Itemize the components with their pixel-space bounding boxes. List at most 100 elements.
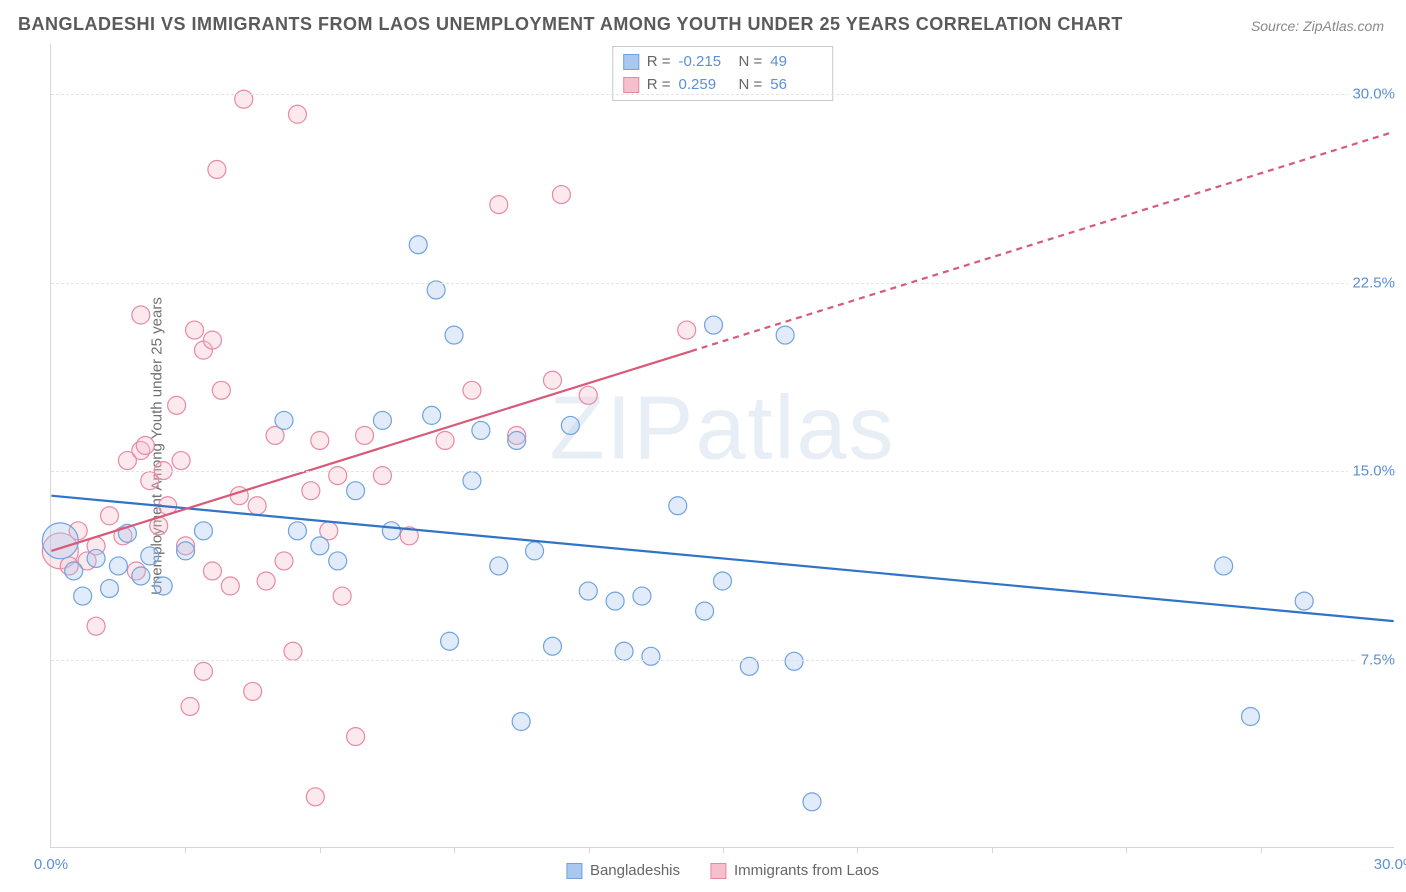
point-blue — [633, 587, 651, 605]
legend-label: Bangladeshis — [590, 862, 680, 879]
point-blue — [803, 793, 821, 811]
point-pink — [168, 396, 186, 414]
point-blue — [194, 522, 212, 540]
point-blue — [669, 497, 687, 515]
point-blue — [472, 421, 490, 439]
x-minor-tick — [992, 847, 993, 853]
point-pink — [87, 617, 105, 635]
trendline-blue — [51, 496, 1393, 621]
point-pink — [288, 105, 306, 123]
point-blue — [776, 326, 794, 344]
point-blue — [347, 482, 365, 500]
point-blue — [606, 592, 624, 610]
point-pink — [221, 577, 239, 595]
x-minor-tick — [589, 847, 590, 853]
point-pink — [678, 321, 696, 339]
point-pink — [101, 507, 119, 525]
point-blue — [109, 557, 127, 575]
point-blue — [526, 542, 544, 560]
point-pink — [186, 321, 204, 339]
point-blue — [177, 542, 195, 560]
x-tick-label: 0.0% — [34, 856, 68, 873]
point-pink — [356, 426, 374, 444]
gridline-h — [51, 94, 1394, 95]
point-pink — [543, 371, 561, 389]
point-blue — [65, 562, 83, 580]
point-pink — [373, 467, 391, 485]
point-blue — [329, 552, 347, 570]
chart-svg — [51, 44, 1394, 847]
y-tick-label: 7.5% — [1357, 651, 1399, 668]
x-minor-tick — [454, 847, 455, 853]
trendline-pink-dashed — [691, 132, 1393, 351]
point-blue — [561, 416, 579, 434]
x-minor-tick — [723, 847, 724, 853]
point-blue — [382, 522, 400, 540]
point-blue — [373, 411, 391, 429]
point-blue — [508, 431, 526, 449]
chart-title: BANGLADESHI VS IMMIGRANTS FROM LAOS UNEM… — [18, 14, 1123, 35]
point-blue — [288, 522, 306, 540]
point-blue — [87, 549, 105, 567]
point-blue — [42, 523, 78, 559]
point-blue — [579, 582, 597, 600]
point-pink — [257, 572, 275, 590]
point-pink — [136, 437, 154, 455]
legend-swatch — [710, 863, 726, 879]
point-pink — [333, 587, 351, 605]
point-blue — [615, 642, 633, 660]
point-pink — [552, 186, 570, 204]
point-blue — [463, 472, 481, 490]
point-pink — [306, 788, 324, 806]
point-blue — [1215, 557, 1233, 575]
point-blue — [785, 652, 803, 670]
point-blue — [275, 411, 293, 429]
point-blue — [101, 580, 119, 598]
point-pink — [235, 90, 253, 108]
x-minor-tick — [185, 847, 186, 853]
y-tick-label: 30.0% — [1348, 86, 1399, 103]
point-blue — [441, 632, 459, 650]
point-blue — [1295, 592, 1313, 610]
point-blue — [409, 236, 427, 254]
point-pink — [347, 728, 365, 746]
point-blue — [512, 713, 530, 731]
point-blue — [1241, 708, 1259, 726]
point-pink — [302, 482, 320, 500]
point-blue — [696, 602, 714, 620]
legend-item: Immigrants from Laos — [710, 862, 879, 879]
x-minor-tick — [857, 847, 858, 853]
point-pink — [203, 562, 221, 580]
point-pink — [194, 662, 212, 680]
point-blue — [642, 647, 660, 665]
point-pink — [244, 682, 262, 700]
point-pink — [275, 552, 293, 570]
point-pink — [212, 381, 230, 399]
x-tick-label: 30.0% — [1374, 856, 1406, 873]
point-blue — [423, 406, 441, 424]
x-minor-tick — [1126, 847, 1127, 853]
point-blue — [311, 537, 329, 555]
point-blue — [154, 577, 172, 595]
point-pink — [248, 497, 266, 515]
gridline-h — [51, 283, 1394, 284]
point-blue — [141, 547, 159, 565]
legend-label: Immigrants from Laos — [734, 862, 879, 879]
point-blue — [74, 587, 92, 605]
x-minor-tick — [320, 847, 321, 853]
point-blue — [714, 572, 732, 590]
y-tick-label: 22.5% — [1348, 274, 1399, 291]
point-pink — [203, 331, 221, 349]
source-label: Source: ZipAtlas.com — [1251, 18, 1384, 34]
plot-area: ZIPatlas R = -0.215 N = 49 R = 0.259 N =… — [50, 44, 1394, 848]
gridline-h — [51, 471, 1394, 472]
legend-item: Bangladeshis — [566, 862, 680, 879]
gridline-h — [51, 660, 1394, 661]
point-pink — [490, 196, 508, 214]
point-pink — [284, 642, 302, 660]
point-pink — [311, 431, 329, 449]
point-pink — [463, 381, 481, 399]
point-pink — [436, 431, 454, 449]
point-blue — [543, 637, 561, 655]
legend-series: Bangladeshis Immigrants from Laos — [566, 862, 879, 879]
